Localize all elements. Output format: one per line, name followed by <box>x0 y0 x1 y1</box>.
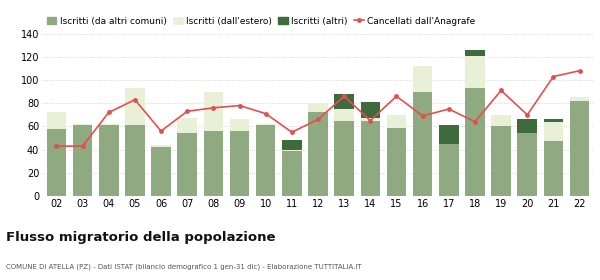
Bar <box>178 133 197 196</box>
Bar <box>570 97 589 101</box>
Bar <box>282 150 302 151</box>
Bar <box>282 151 302 196</box>
Text: COMUNE DI ATELLA (PZ) - Dati ISTAT (bilancio demografico 1 gen-31 dic) - Elabora: COMUNE DI ATELLA (PZ) - Dati ISTAT (bila… <box>6 263 362 270</box>
Bar <box>203 131 223 196</box>
Bar <box>465 50 485 56</box>
Bar <box>230 131 250 196</box>
Bar <box>439 144 458 196</box>
Bar <box>361 118 380 121</box>
Bar <box>361 121 380 196</box>
Bar <box>151 147 171 196</box>
Bar <box>544 122 563 141</box>
Bar <box>151 145 171 147</box>
Bar <box>73 125 92 196</box>
Bar <box>99 124 119 125</box>
Bar <box>544 120 563 122</box>
Bar <box>413 92 433 196</box>
Bar <box>465 88 485 196</box>
Bar <box>47 113 66 129</box>
Bar <box>256 124 275 125</box>
Bar <box>334 109 354 121</box>
Bar <box>491 115 511 126</box>
Bar <box>47 129 66 196</box>
Bar <box>230 120 250 131</box>
Bar <box>361 102 380 118</box>
Bar <box>99 125 119 196</box>
Bar <box>517 133 537 196</box>
Bar <box>308 103 328 113</box>
Bar <box>125 125 145 196</box>
Bar <box>570 101 589 196</box>
Bar <box>517 120 537 133</box>
Bar <box>544 141 563 196</box>
Text: Flusso migratorio della popolazione: Flusso migratorio della popolazione <box>6 231 275 244</box>
Bar <box>439 125 458 144</box>
Bar <box>465 56 485 88</box>
Bar <box>178 118 197 133</box>
Bar <box>203 92 223 131</box>
Bar <box>491 126 511 196</box>
Bar <box>413 66 433 92</box>
Bar <box>282 140 302 150</box>
Bar <box>308 113 328 196</box>
Bar <box>386 115 406 128</box>
Bar <box>334 121 354 196</box>
Bar <box>334 94 354 109</box>
Bar <box>386 128 406 196</box>
Bar <box>73 124 92 125</box>
Bar <box>256 125 275 196</box>
Legend: Iscritti (da altri comuni), Iscritti (dall'estero), Iscritti (altri), Cancellati: Iscritti (da altri comuni), Iscritti (da… <box>47 17 475 26</box>
Bar <box>125 88 145 125</box>
